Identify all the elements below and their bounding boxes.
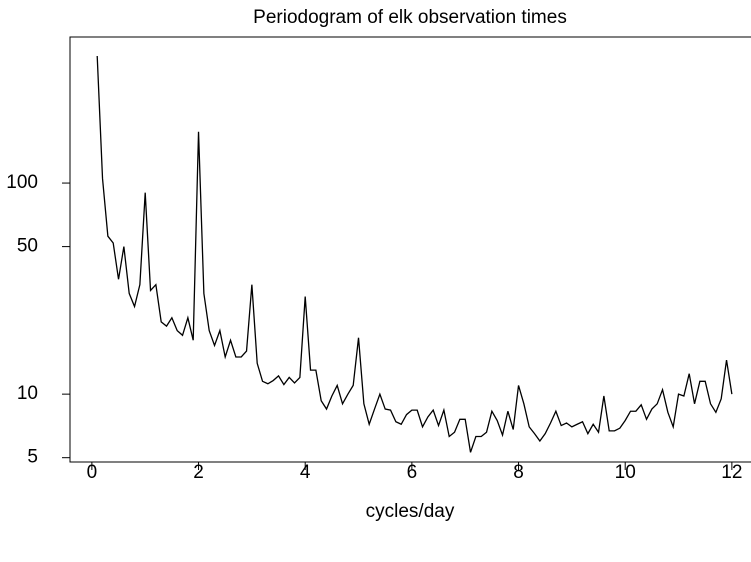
- x-tick-label: 2: [193, 462, 204, 483]
- y-tick-label: 50: [17, 236, 38, 257]
- x-tick-label: 6: [407, 462, 418, 483]
- x-tick-label: 12: [721, 462, 742, 483]
- x-axis-label: cycles/day: [366, 501, 455, 522]
- series-line: [96, 55, 733, 453]
- y-tick-label: 5: [27, 447, 38, 468]
- y-tick-label: 100: [6, 172, 38, 193]
- chart-title: Periodogram of elk observation times: [253, 7, 567, 28]
- x-tick-label: 10: [615, 462, 636, 483]
- x-tick-label: 0: [87, 462, 98, 483]
- y-tick-label: 10: [17, 383, 38, 404]
- x-tick-label: 4: [300, 462, 311, 483]
- x-tick-label: 8: [513, 462, 524, 483]
- plot-frame: [69, 36, 751, 463]
